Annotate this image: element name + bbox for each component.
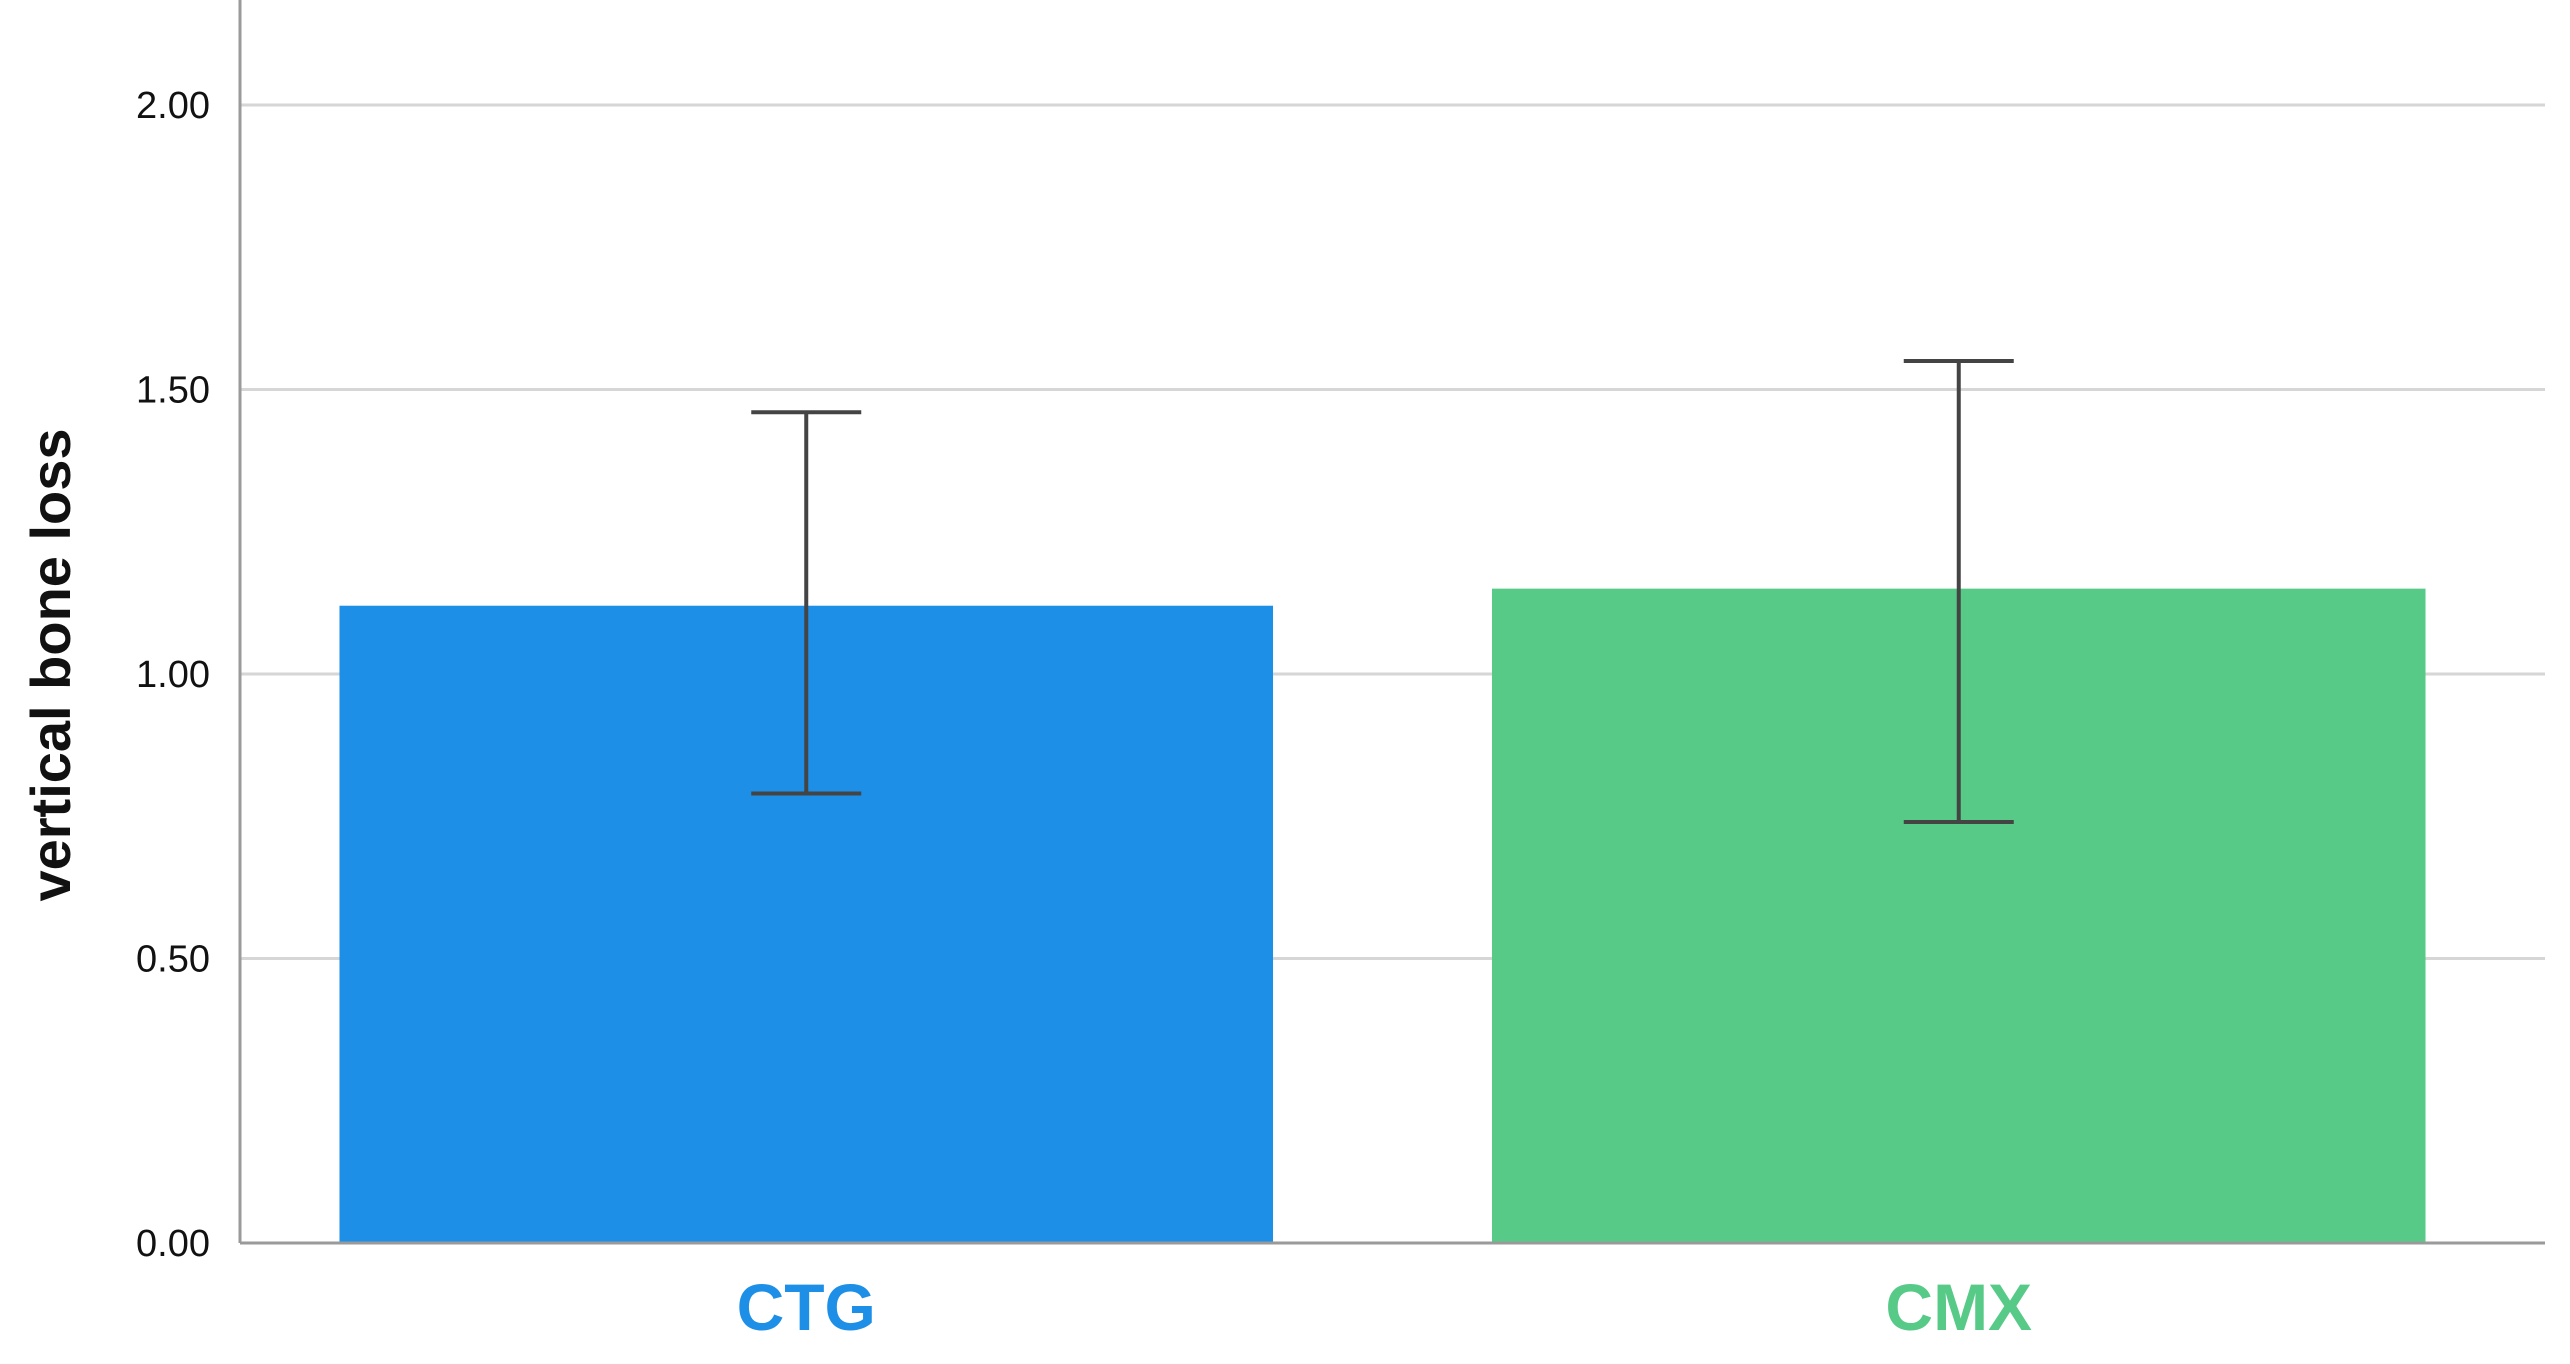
y-tick-label: 0.50 bbox=[136, 939, 210, 981]
x-tick-label: CMX bbox=[1885, 1270, 2032, 1344]
y-tick-label: 2.00 bbox=[136, 85, 210, 127]
y-tick-labels: 0.00 0.50 1.00 1.50 2.00 bbox=[136, 85, 210, 1265]
y-tick-label: 1.50 bbox=[136, 370, 210, 412]
y-tick-label: 0.00 bbox=[136, 1223, 210, 1265]
x-tick-label: CTG bbox=[737, 1270, 876, 1344]
bars bbox=[339, 588, 2426, 1243]
error-bars bbox=[751, 359, 2014, 824]
axes bbox=[238, 0, 2545, 1245]
y-axis-label: vertical bone loss bbox=[19, 428, 82, 901]
x-tick-labels: CTG CMX bbox=[737, 1270, 2033, 1344]
y-tick-label: 1.00 bbox=[136, 654, 210, 696]
